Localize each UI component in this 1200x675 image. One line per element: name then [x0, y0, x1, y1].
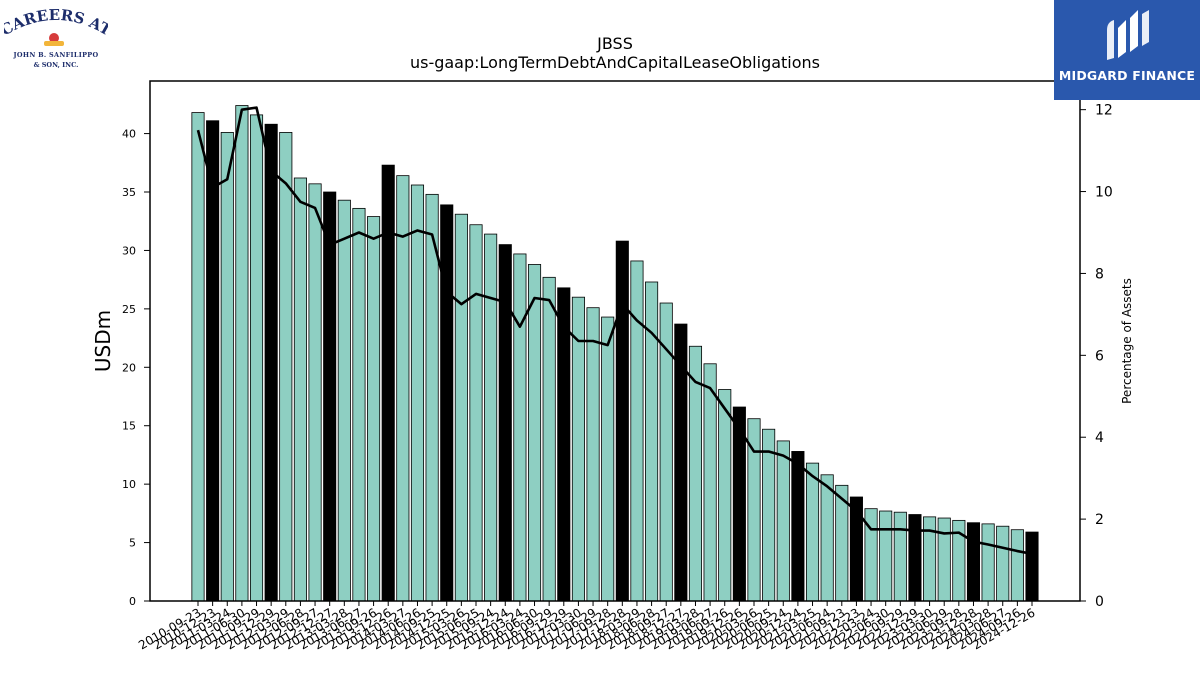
y2-tick-label: 8 — [1095, 266, 1104, 282]
bar-2011-06-30 — [235, 105, 249, 602]
bar-2016-03-24 — [513, 253, 527, 602]
bar-2020-09-24 — [776, 440, 790, 602]
bar-2015-12-24 — [498, 244, 512, 602]
bar-2017-03-30 — [571, 296, 585, 602]
bar-2023-06-29 — [937, 517, 951, 602]
bar-2016-06-30 — [527, 264, 542, 602]
chart-subtitle: us-gaap:LongTermDebtAndCapitalLeaseOblig… — [410, 53, 820, 72]
bar-2024-06-27 — [996, 525, 1010, 602]
bar-2022-12-29 — [908, 514, 922, 602]
midgard-finance-logo: MIDGARD FINANCE — [1054, 0, 1200, 100]
y-tick-label: 30 — [122, 244, 136, 257]
bar-2014-06-26 — [410, 184, 425, 602]
bar-2015-03-26 — [454, 213, 468, 602]
bar-2012-09-27 — [308, 183, 322, 602]
bars-group — [191, 105, 1039, 602]
bar-2021-06-24 — [820, 474, 834, 602]
bar-2017-09-28 — [601, 316, 615, 602]
pct-of-assets-line — [196, 106, 1033, 556]
bar-2016-12-29 — [557, 287, 571, 602]
y2-tick-label: 10 — [1095, 185, 1113, 201]
bar-2013-09-26 — [367, 216, 381, 602]
y-axis-left: 0 5 10 15 20 25 30 35 40 — [122, 128, 150, 608]
line-group — [196, 106, 1033, 556]
y-tick-label: 20 — [122, 361, 136, 374]
y-tick-label: 0 — [129, 595, 136, 608]
bar-2011-12-29 — [264, 123, 278, 602]
careers-logo-line3: & SON, INC. — [33, 61, 79, 69]
bar-2017-12-28 — [615, 240, 629, 602]
y-tick-label: 40 — [122, 128, 136, 141]
careers-logo: CAREERS AT JOHN B. SANFILIPPO & SON, INC… — [0, 4, 115, 70]
bar-2010-09-23 — [191, 112, 205, 602]
bar-2012-12-27 — [323, 191, 337, 602]
bar-2011-03-24 — [220, 132, 234, 602]
bar-2020-06-25 — [762, 428, 776, 602]
y2-tick-label: 2 — [1095, 512, 1104, 528]
y-axis-right: 0 2 4 6 8 10 12 — [1080, 103, 1113, 610]
bar-2012-03-29 — [279, 132, 293, 602]
y-tick-label: 15 — [122, 420, 136, 433]
bar-2018-03-29 — [630, 260, 644, 602]
midgard-finance-text: MIDGARD FINANCE — [1058, 68, 1196, 83]
y2-tick-label: 4 — [1095, 430, 1104, 446]
y2-axis-label: Percentage of Assets — [1120, 278, 1134, 404]
chart-title: JBSS — [596, 34, 633, 53]
x-axis: 2010-09-232010-12-232011-03-242011-06-30… — [136, 601, 1038, 652]
y-tick-label: 10 — [122, 478, 136, 491]
bar-2011-09-29 — [249, 114, 264, 602]
y-tick-label: 5 — [129, 537, 136, 550]
bar-2014-03-27 — [396, 175, 410, 602]
y-tick-label: 25 — [122, 303, 136, 316]
bar-2016-09-29 — [542, 276, 556, 602]
bar-2012-06-28 — [293, 177, 307, 602]
bar-2024-03-28 — [981, 523, 995, 602]
y2-tick-label: 0 — [1095, 594, 1104, 610]
bar-2015-09-24 — [484, 233, 498, 602]
bar-2022-06-30 — [879, 510, 893, 602]
bar-2019-06-27 — [703, 363, 717, 602]
bar-2022-09-29 — [893, 511, 907, 602]
y2-tick-label: 12 — [1095, 103, 1113, 119]
bar-2010-12-23 — [206, 120, 220, 602]
bar-2013-06-27 — [352, 207, 366, 602]
bar-2019-09-26 — [718, 389, 732, 602]
y-tick-label: 35 — [122, 186, 136, 199]
bar-2013-03-28 — [337, 199, 351, 602]
careers-logo-line2: JOHN B. SANFILIPPO — [13, 51, 99, 59]
bar-2024-09-26 — [1010, 529, 1024, 602]
plot-frame — [149, 80, 1081, 602]
bar-2013-12-26 — [381, 164, 395, 602]
bar-2021-03-25 — [805, 462, 820, 602]
y-axis-label: USDm — [91, 310, 115, 372]
y2-tick-label: 6 — [1095, 348, 1104, 364]
bar-2014-12-25 — [440, 204, 454, 602]
bar-2015-06-25 — [469, 224, 483, 602]
bar-2020-12-24 — [791, 451, 805, 602]
bar-2017-06-29 — [586, 307, 600, 602]
bar-2024-12-26 — [1025, 531, 1039, 602]
bar-2023-12-28 — [966, 522, 981, 602]
